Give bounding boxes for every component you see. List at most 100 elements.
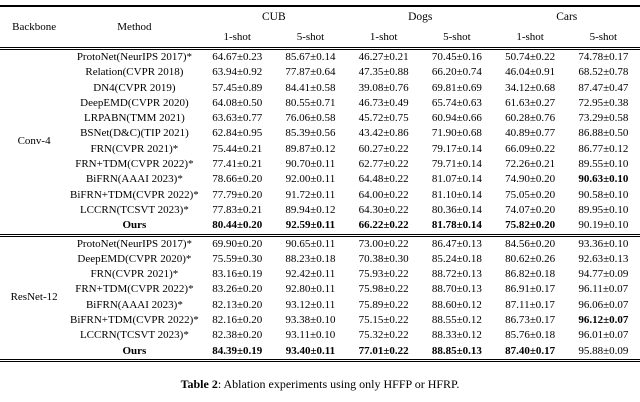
- method-cell: FRN(CVPR 2021)*: [90, 142, 179, 155]
- value-cell: 61.63±0.27: [505, 96, 556, 109]
- value-cell: 75.89±0.22: [358, 298, 409, 311]
- value-cell: 93.36±0.10: [578, 237, 629, 250]
- results-table: Backbone Method CUB Dogs Cars 1-shot 5-s…: [0, 5, 640, 362]
- method-cell: FRN+TDM(CVPR 2022)*: [75, 158, 194, 171]
- value-cell: 71.90±0.68: [431, 127, 482, 140]
- value-cell: 90.65±0.11: [285, 237, 336, 250]
- value-cell: 89.55±0.10: [578, 158, 629, 171]
- method-cell: ProtoNet(NeurIPS 2017)*: [76, 237, 192, 250]
- value-cell: 69.90±0.20: [212, 237, 263, 250]
- value-cell: 92.80±0.11: [285, 283, 336, 296]
- table-row: BiFRN(AAAI 2023)* 78.66±0.20 92.00±0.11 64.…: [0, 172, 640, 187]
- value-cell: 75.93±0.22: [358, 268, 409, 281]
- value-cell: 90.19±0.10: [566, 218, 640, 237]
- value-cell: 88.33±0.12: [431, 329, 482, 342]
- value-cell: 62.84±0.95: [212, 127, 263, 140]
- value-cell: 88.72±0.13: [431, 268, 482, 281]
- value-cell: 75.82±0.20: [493, 218, 567, 237]
- table-row: BiFRN(AAAI 2023)* 82.13±0.20 93.12±0.11 75.…: [0, 298, 640, 313]
- value-cell: 77.41±0.21: [212, 158, 263, 171]
- method-cell: LCCRN(TCSVT 2023)*: [79, 329, 189, 342]
- value-cell: 86.91±0.17: [505, 283, 556, 296]
- col-header-method: Method: [68, 6, 201, 50]
- value-cell: 88.85±0.13: [420, 343, 494, 362]
- value-cell: 64.30±0.22: [358, 203, 409, 216]
- method-cell: FRN(CVPR 2021)*: [90, 268, 179, 281]
- value-cell: 91.72±0.11: [285, 188, 336, 201]
- value-cell: 76.06±0.58: [285, 112, 336, 125]
- value-cell: 50.74±0.22: [505, 51, 556, 63]
- value-cell: 65.74±0.63: [431, 96, 482, 109]
- value-cell: 88.23±0.18: [285, 252, 336, 265]
- col-header-dogs-5shot: 5-shot: [420, 28, 494, 50]
- value-cell: 64.67±0.23: [212, 51, 263, 63]
- table-row: FRN+TDM(CVPR 2022)* 83.26±0.20 92.80±0.11 7…: [0, 282, 640, 297]
- table-row: ResNet-12 ProtoNet(NeurIPS 2017)* 69.90±0.…: [0, 235, 640, 362]
- value-cell: 69.81±0.69: [431, 81, 482, 94]
- method-cell: BiFRN(AAAI 2023)*: [85, 173, 183, 186]
- value-cell: 75.44±0.21: [212, 142, 263, 155]
- col-header-backbone: Backbone: [0, 6, 69, 50]
- method-cell: BSNet(D&C)(TIP 2021): [80, 127, 189, 140]
- value-cell: 79.17±0.14: [431, 142, 482, 155]
- method-cell: Ours: [68, 218, 201, 237]
- value-cell: 86.77±0.12: [578, 142, 629, 155]
- value-cell: 84.41±0.58: [285, 81, 336, 94]
- table-row: FRN+TDM(CVPR 2022)* 77.41±0.21 90.70±0.11 6…: [0, 157, 640, 172]
- method-cell: BiFRN+TDM(CVPR 2022)*: [70, 188, 199, 201]
- value-cell: 60.28±0.76: [505, 112, 556, 125]
- value-cell: 85.24±0.18: [431, 252, 482, 265]
- value-cell: 74.90±0.20: [505, 173, 556, 186]
- value-cell: 83.16±0.19: [212, 268, 263, 281]
- method-cell: BiFRN(AAAI 2023)*: [85, 298, 183, 311]
- method-cell: LRPABN(TMM 2021): [84, 112, 185, 125]
- value-cell: 85.76±0.18: [505, 329, 556, 342]
- value-cell: 86.88±0.50: [578, 127, 629, 140]
- value-cell: 77.83±0.21: [212, 203, 263, 216]
- value-cell: 62.77±0.22: [358, 158, 409, 171]
- value-cell: 85.67±0.14: [285, 51, 336, 63]
- header-shot-row: 1-shot 5-shot 1-shot 5-shot 1-shot 5-sho…: [0, 28, 640, 50]
- value-cell: 64.08±0.50: [212, 96, 263, 109]
- value-cell: 85.39±0.56: [285, 127, 336, 140]
- backbone-cell: ResNet-12: [0, 235, 69, 362]
- value-cell: 90.63±0.10: [578, 173, 629, 186]
- value-cell: 60.27±0.22: [358, 142, 409, 155]
- value-cell: 63.63±0.77: [212, 112, 263, 125]
- value-cell: 92.00±0.11: [285, 173, 336, 186]
- value-cell: 75.98±0.22: [358, 283, 409, 296]
- value-cell: 79.71±0.14: [431, 158, 482, 171]
- table-row: BSNet(D&C)(TIP 2021) 62.84±0.95 85.39±0.56…: [0, 126, 640, 141]
- value-cell: 87.11±0.17: [505, 298, 555, 311]
- table-row: Conv-4 ProtoNet(NeurIPS 2017)* 64.67±0.23 8…: [0, 48, 640, 237]
- value-cell: 81.07±0.14: [431, 173, 482, 186]
- value-cell: 34.12±0.68: [505, 81, 556, 94]
- value-cell: 80.55±0.71: [285, 96, 336, 109]
- value-cell: 66.09±0.22: [505, 142, 556, 155]
- table-row: Ours 80.44±0.20 92.59±0.11 66.22±0.22 81.78±…: [0, 218, 640, 237]
- table-body: Conv-4 ProtoNet(NeurIPS 2017)* 64.67±0.23 8…: [0, 48, 640, 362]
- table-caption: Table 2: Ablation experiments using only…: [0, 376, 640, 392]
- col-header-cub-5shot: 5-shot: [273, 28, 348, 50]
- table-header: Backbone Method CUB Dogs Cars 1-shot 5-s…: [0, 6, 640, 50]
- value-cell: 82.13±0.20: [212, 298, 263, 311]
- value-cell: 84.56±0.20: [505, 237, 556, 250]
- value-cell: 45.72±0.75: [358, 112, 409, 125]
- method-cell: ProtoNet(NeurIPS 2017)*: [76, 51, 192, 63]
- value-cell: 86.73±0.17: [505, 314, 556, 327]
- value-cell: 89.94±0.12: [285, 203, 336, 216]
- col-header-cars-5shot: 5-shot: [566, 28, 640, 50]
- table-row: FRN(CVPR 2021)* 75.44±0.21 89.87±0.12 60.27…: [0, 142, 640, 157]
- value-cell: 92.59±0.11: [273, 218, 348, 237]
- col-group-dogs: Dogs: [408, 11, 433, 23]
- value-cell: 86.47±0.13: [431, 237, 482, 250]
- value-cell: 77.87±0.64: [285, 66, 336, 79]
- value-cell: 66.22±0.22: [347, 218, 421, 237]
- value-cell: 87.40±0.17: [493, 343, 567, 362]
- value-cell: 74.07±0.20: [505, 203, 556, 216]
- value-cell: 96.01±0.07: [578, 329, 629, 342]
- table-row: DeepEMD(CVPR 2020) 64.08±0.50 80.55±0.71 46…: [0, 96, 640, 111]
- method-cell: DeepEMD(CVPR 2020): [80, 96, 189, 109]
- value-cell: 66.20±0.74: [431, 66, 482, 79]
- value-cell: 81.78±0.14: [420, 218, 494, 237]
